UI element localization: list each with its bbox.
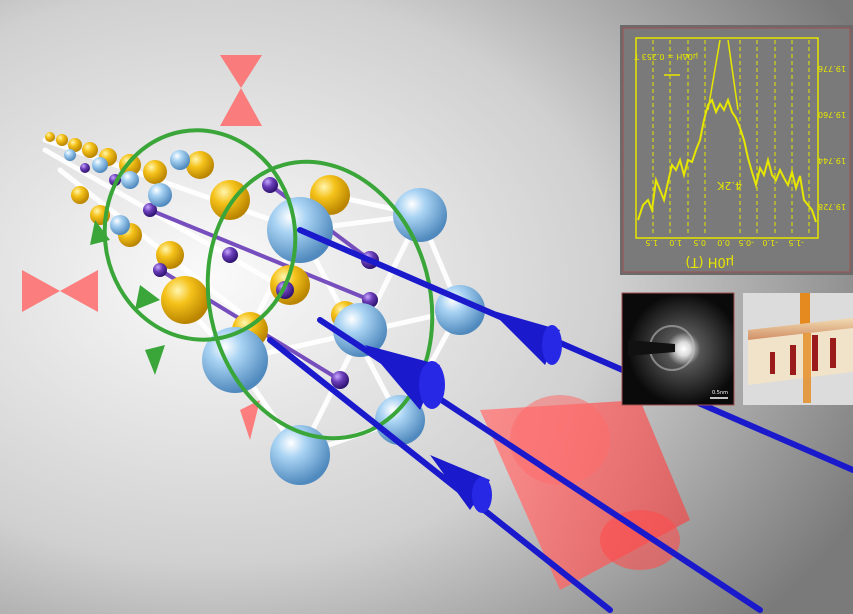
y-tick: 19.776: [818, 64, 846, 73]
x-tick: 1.5: [645, 238, 658, 247]
plot-x-ticks: 1.5 1.0 0.5 0.0 -0.5 -1.0 -1.5: [645, 238, 804, 247]
plot-y-ticks: 19.776 19.760 19.744 19.728: [818, 64, 846, 211]
y-tick: 19.744: [818, 156, 846, 165]
plot-annotation: μ0ΔH = 0.253 T: [634, 52, 698, 61]
diffraction-scale-label: 0.5nm: [712, 390, 728, 396]
x-tick: 1.0: [669, 238, 682, 247]
plot-xlabel: μ0H (T): [685, 254, 734, 269]
x-tick: -1.5: [788, 238, 804, 247]
x-tick: 0.5: [693, 238, 706, 247]
magnetoresistance-plot-inset: [620, 25, 853, 275]
x-tick: -0.5: [738, 238, 754, 247]
red-spin-cones: [22, 55, 262, 440]
blue-arrow-cones: [365, 310, 562, 513]
x-tick: 0.0: [717, 238, 730, 247]
y-tick: 19.728: [818, 202, 846, 211]
x-tick: -1.0: [762, 238, 778, 247]
plot-temperature-label: 4.2K: [717, 179, 742, 192]
electron-diffraction-inset: [621, 292, 735, 406]
nanowire-device-inset: [743, 293, 853, 405]
y-tick: 19.760: [818, 110, 846, 119]
nanowire-lattice: [42, 128, 485, 485]
